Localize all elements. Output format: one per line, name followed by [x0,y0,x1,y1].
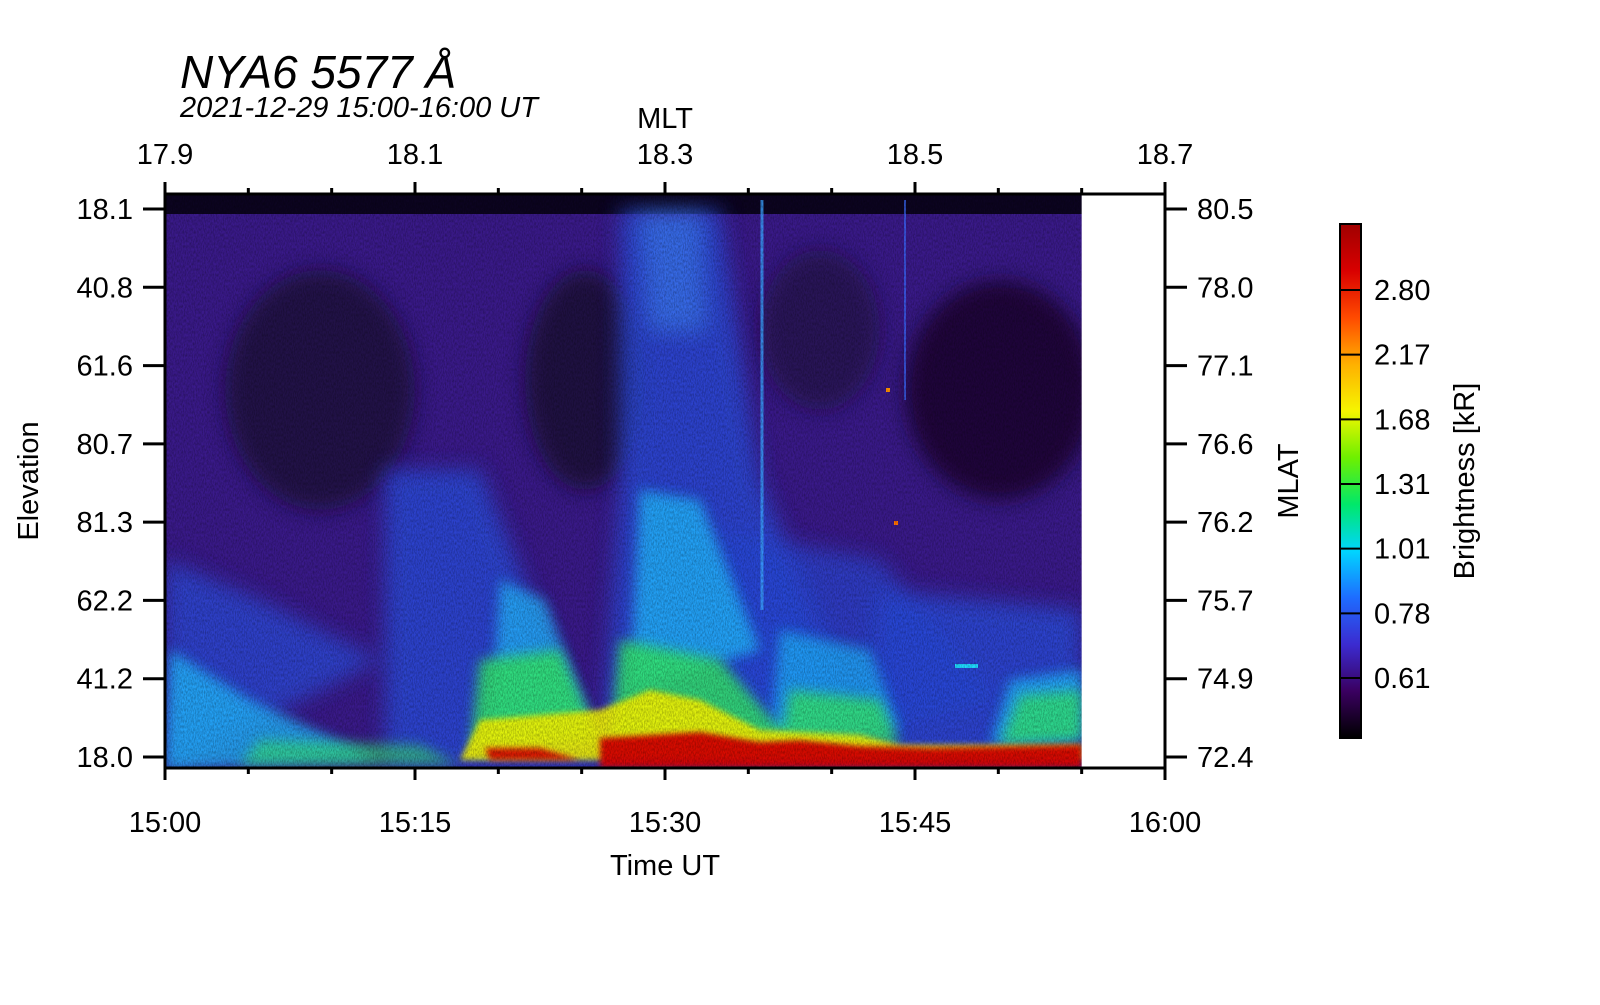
top-tick-label-3: 18.5 [887,139,943,171]
left-tick-label-3: 80.7 [77,429,133,461]
right-tick-label-0: 80.5 [1197,194,1253,226]
top-tick-label-2: 18.3 [637,139,693,171]
right-tick-label-3: 76.6 [1197,429,1253,461]
left-tick-label-0: 18.1 [77,194,133,226]
x-tick-label-4: 16:00 [1129,807,1202,839]
left-tick-label-1: 40.8 [77,272,133,304]
colorbar-tick-label-4: 1.01 [1374,534,1430,566]
left-tick-label-2: 61.6 [77,351,133,383]
chart-title: NYA6 5577 Å [180,46,456,98]
left-tick-label-4: 81.3 [77,507,133,539]
keogram-heatmap [165,194,1082,768]
top-tick-label-1: 18.1 [387,139,443,171]
right-tick-label-4: 76.2 [1197,507,1253,539]
right-tick-label-1: 78.0 [1197,272,1253,304]
right-tick-label-5: 75.7 [1197,585,1253,617]
x-axis-title: Time UT [610,850,720,882]
x-tick-label-2: 15:30 [629,807,702,839]
right-tick-label-7: 72.4 [1197,742,1253,774]
x-tick-label-3: 15:45 [879,807,952,839]
colorbar-tick-label-6: 0.61 [1374,663,1430,695]
colorbar-tick-label-5: 0.78 [1374,598,1430,630]
left-tick-label-6: 41.2 [77,664,133,696]
right-axis-title: MLAT [1273,443,1305,518]
colorbar-tick-label-0: 2.80 [1374,275,1430,307]
chart-subtitle: 2021-12-29 15:00-16:00 UT [179,92,540,124]
colorbar-bar [1339,223,1362,739]
x-tick-label-0: 15:00 [129,807,202,839]
top-tick-label-4: 18.7 [1137,139,1193,171]
no-data-region [1081,194,1165,768]
noise-overlay [165,194,1082,768]
top-axis-title: MLT [637,103,693,135]
colorbar-tick-label-3: 1.31 [1374,469,1430,501]
left-tick-label-7: 18.0 [77,742,133,774]
left-axis-title: Elevation [13,421,45,540]
left-tick-label-5: 62.2 [77,585,133,617]
colorbar-title: Brightness [kR] [1449,383,1481,580]
x-tick-label-1: 15:15 [379,807,452,839]
right-tick-label-6: 74.9 [1197,664,1253,696]
colorbar-tick-label-2: 1.68 [1374,404,1430,436]
colorbar-ticks: 2.80 2.17 1.68 1.31 1.01 0.78 0.61 [1340,275,1430,695]
colorbar: 2.80 2.17 1.68 1.31 1.01 0.78 0.61 Brightness … [1339,223,1481,739]
colorbar-tick-label-1: 2.17 [1374,340,1430,372]
top-tick-label-0: 17.9 [137,139,193,171]
right-tick-label-2: 77.1 [1197,351,1253,383]
